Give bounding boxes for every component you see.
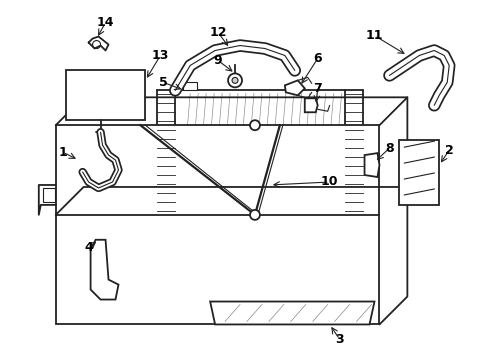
Circle shape (367, 161, 374, 169)
Polygon shape (285, 80, 305, 95)
Text: 10: 10 (321, 175, 339, 189)
Circle shape (250, 210, 260, 220)
Polygon shape (365, 153, 379, 177)
Circle shape (228, 73, 242, 87)
Text: 7: 7 (313, 82, 322, 95)
Circle shape (125, 138, 135, 148)
Circle shape (73, 85, 93, 105)
Circle shape (232, 77, 238, 84)
Circle shape (77, 90, 88, 100)
Text: 2: 2 (445, 144, 454, 157)
Circle shape (125, 174, 135, 184)
Text: 8: 8 (385, 141, 394, 155)
Text: 6: 6 (314, 52, 322, 65)
Text: 1: 1 (58, 145, 67, 159)
Polygon shape (175, 90, 344, 215)
Text: 9: 9 (214, 54, 222, 67)
Circle shape (250, 120, 260, 130)
Polygon shape (91, 240, 119, 300)
Polygon shape (56, 125, 379, 324)
Polygon shape (210, 302, 374, 324)
Polygon shape (43, 188, 55, 202)
Circle shape (125, 192, 135, 202)
Text: 11: 11 (366, 29, 383, 42)
Polygon shape (305, 98, 318, 112)
Circle shape (125, 156, 135, 166)
Polygon shape (183, 82, 197, 90)
Text: 4: 4 (84, 241, 93, 254)
Text: 3: 3 (335, 333, 344, 346)
Text: 12: 12 (209, 26, 227, 39)
Circle shape (93, 41, 100, 49)
Text: 5: 5 (159, 76, 168, 89)
Text: 14: 14 (97, 16, 114, 29)
Polygon shape (399, 140, 439, 205)
Polygon shape (66, 71, 146, 120)
Text: 13: 13 (151, 49, 169, 62)
Circle shape (125, 210, 135, 220)
